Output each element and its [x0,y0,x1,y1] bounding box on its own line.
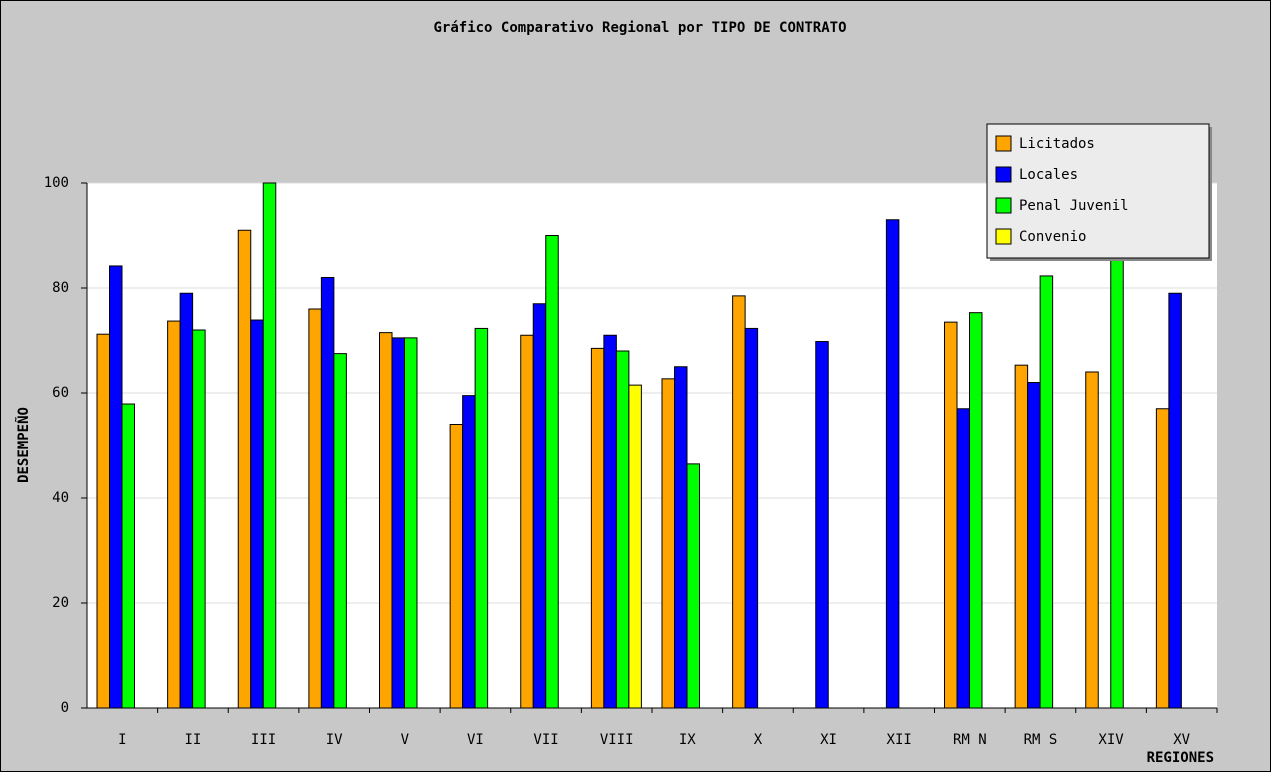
legend-swatch [995,197,1012,214]
x-axis-label: REGIONES [1147,750,1214,766]
bar [686,463,700,709]
bar [109,265,123,709]
bar [308,308,322,709]
bar [379,332,393,709]
bar [262,182,277,709]
bar [969,312,983,709]
bar [628,384,642,709]
bar [732,295,746,709]
legend-label: Locales [1019,167,1078,183]
bar [237,229,252,709]
bar [192,329,206,709]
legend-swatch [995,228,1012,245]
bar [474,327,489,709]
x-tick-label: IV [326,732,343,748]
bar [1110,256,1124,709]
bar [121,403,135,709]
y-tick-label: 40 [52,490,69,506]
y-tick-label: 80 [52,280,69,296]
bar [661,378,675,709]
legend-label: Convenio [1019,229,1086,245]
legend [986,123,1210,259]
legend-swatch [995,166,1012,183]
y-tick-label: 20 [52,595,69,611]
bar [320,277,335,709]
bar [179,292,194,709]
x-tick-label: II [185,732,202,748]
bar [603,334,617,709]
x-tick-label: X [754,732,763,748]
bar [1085,371,1099,709]
x-tick-label: RM N [953,732,987,748]
legend-label: Penal Juvenil [1019,198,1129,214]
x-tick-label: VII [533,732,558,748]
bar [250,319,264,709]
bar [532,303,547,709]
x-tick-label: I [118,732,126,748]
y-axis-label: DESEMPEÑO [15,407,32,483]
bar [167,320,181,709]
bar [815,341,829,709]
x-tick-label: IX [679,732,696,748]
y-tick-label: 0 [61,700,69,716]
bar [96,333,110,709]
bar [885,219,900,709]
bar [462,395,476,709]
bar [674,366,688,709]
legend-swatch [995,135,1012,152]
chart-title: Gráfico Comparativo Regional por TIPO DE… [433,20,846,36]
legend-label: Licitados [1019,136,1095,152]
x-tick-label: XIV [1098,732,1124,748]
bar [520,334,534,709]
bar [1027,382,1041,709]
bar [333,353,347,709]
bar [449,424,464,709]
x-tick-label: XII [887,732,912,748]
bar [744,327,759,709]
x-tick-label: XI [820,732,837,748]
bar [1014,364,1029,709]
bar [404,337,418,709]
bar [1039,275,1054,709]
x-tick-label: VIII [600,732,634,748]
x-tick-label: III [251,732,276,748]
bar [615,350,630,709]
x-tick-label: XV [1173,732,1190,748]
x-tick-label: VI [467,732,484,748]
bar [956,408,970,709]
bar [545,235,559,709]
y-tick-label: 60 [52,385,69,401]
y-tick-label: 100 [44,175,69,191]
bar [1155,408,1170,709]
x-tick-label: V [401,732,410,748]
x-tick-label: RM S [1024,732,1058,748]
bar [1168,292,1182,709]
bar [944,321,958,709]
bar [391,337,405,709]
bar [590,347,605,709]
